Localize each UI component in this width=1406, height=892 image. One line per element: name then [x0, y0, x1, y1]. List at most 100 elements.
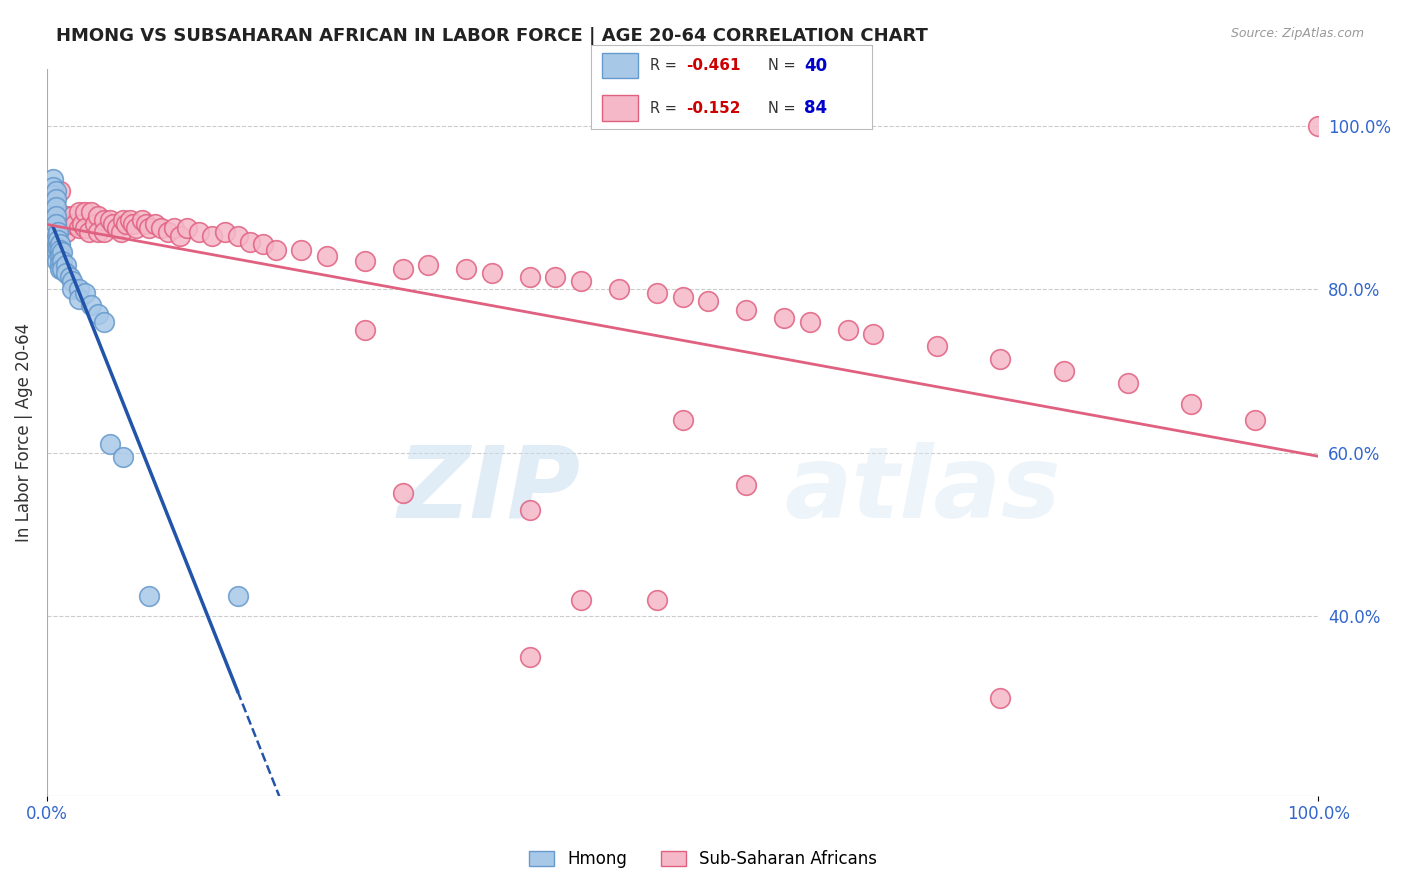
Point	[569, 274, 592, 288]
Legend: Hmong, Sub-Saharan Africans: Hmong, Sub-Saharan Africans	[523, 844, 883, 875]
Point	[87, 209, 110, 223]
Point	[392, 261, 415, 276]
Point	[456, 261, 478, 276]
Y-axis label: In Labor Force | Age 20-64: In Labor Force | Age 20-64	[15, 323, 32, 541]
Point	[59, 217, 82, 231]
Point	[519, 649, 541, 664]
Text: HMONG VS SUBSAHARAN AFRICAN IN LABOR FORCE | AGE 20-64 CORRELATION CHART: HMONG VS SUBSAHARAN AFRICAN IN LABOR FOR…	[56, 27, 928, 45]
Point	[51, 245, 73, 260]
Point	[239, 235, 262, 249]
Point	[990, 690, 1012, 705]
Point	[42, 204, 65, 219]
Point	[264, 243, 287, 257]
Point	[59, 269, 82, 284]
Point	[1308, 119, 1330, 133]
Point	[143, 217, 166, 231]
Point	[42, 229, 65, 244]
Point	[799, 315, 821, 329]
Text: R =: R =	[650, 101, 681, 116]
Point	[51, 212, 73, 227]
Point	[42, 212, 65, 227]
Point	[45, 217, 67, 231]
Point	[46, 241, 69, 255]
Point	[67, 292, 90, 306]
Point	[645, 286, 668, 301]
Point	[131, 212, 153, 227]
Point	[60, 209, 83, 223]
Text: Source: ZipAtlas.com: Source: ZipAtlas.com	[1230, 27, 1364, 40]
Point	[226, 589, 249, 603]
Point	[519, 269, 541, 284]
Point	[392, 486, 415, 500]
Text: 84: 84	[804, 99, 827, 117]
Point	[569, 592, 592, 607]
Point	[42, 220, 65, 235]
Point	[138, 220, 160, 235]
Point	[48, 237, 70, 252]
Text: N =: N =	[768, 101, 800, 116]
Point	[1053, 364, 1076, 378]
Point	[150, 220, 173, 235]
Point	[163, 220, 186, 235]
Text: 40: 40	[804, 57, 827, 75]
Point	[67, 220, 90, 235]
Point	[42, 180, 65, 194]
Point	[48, 212, 70, 227]
Point	[48, 184, 70, 198]
Point	[990, 351, 1012, 366]
Point	[607, 282, 630, 296]
Point	[55, 258, 77, 272]
Point	[60, 282, 83, 296]
Point	[671, 413, 693, 427]
Point	[1243, 413, 1265, 427]
Point	[48, 261, 70, 276]
Point	[55, 266, 77, 280]
Point	[176, 220, 198, 235]
Text: atlas: atlas	[785, 442, 1060, 539]
Point	[735, 478, 758, 492]
Point	[67, 204, 90, 219]
Point	[101, 217, 124, 231]
Point	[93, 212, 115, 227]
Point	[110, 225, 132, 239]
Point	[46, 237, 69, 252]
Point	[87, 307, 110, 321]
Point	[80, 204, 103, 219]
Point	[156, 225, 179, 239]
Point	[226, 229, 249, 244]
Point	[42, 188, 65, 202]
Point	[1116, 376, 1139, 390]
Point	[67, 282, 90, 296]
Point	[45, 201, 67, 215]
Point	[201, 229, 224, 244]
Point	[105, 220, 128, 235]
Point	[42, 220, 65, 235]
Point	[55, 209, 77, 223]
Text: N =: N =	[768, 58, 800, 73]
Point	[671, 290, 693, 304]
Point	[46, 225, 69, 239]
Point	[837, 323, 859, 337]
Point	[73, 286, 96, 301]
Point	[135, 217, 157, 231]
Point	[252, 237, 274, 252]
Point	[122, 217, 145, 231]
FancyBboxPatch shape	[602, 54, 638, 78]
Point	[93, 225, 115, 239]
Text: -0.461: -0.461	[686, 58, 741, 73]
Point	[214, 225, 236, 239]
Point	[188, 225, 211, 239]
Point	[45, 209, 67, 223]
Point	[42, 171, 65, 186]
FancyBboxPatch shape	[602, 95, 638, 120]
Point	[51, 261, 73, 276]
Point	[46, 245, 69, 260]
Point	[315, 250, 337, 264]
Text: R =: R =	[650, 58, 681, 73]
Point	[353, 253, 375, 268]
Point	[169, 229, 191, 244]
Point	[125, 220, 148, 235]
Point	[46, 233, 69, 247]
Point	[46, 229, 69, 244]
Point	[519, 502, 541, 516]
